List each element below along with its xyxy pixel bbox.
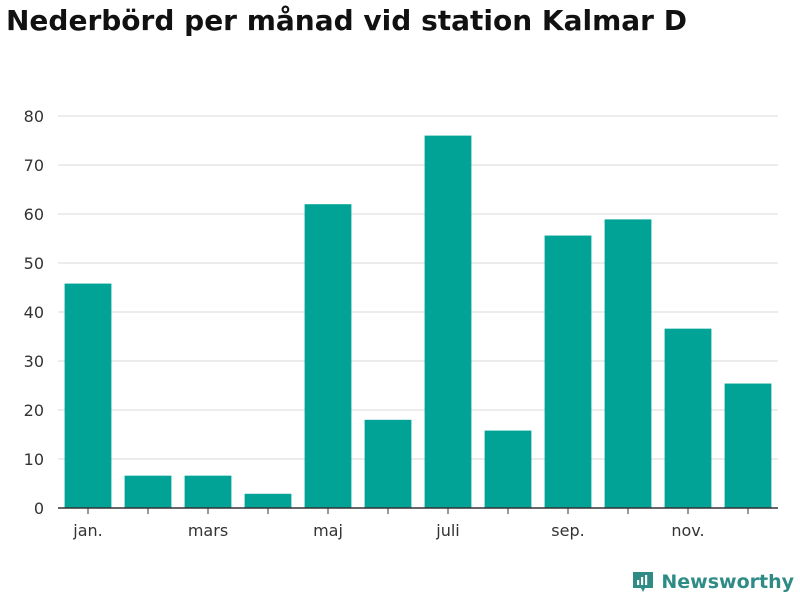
bar-12 bbox=[724, 383, 772, 508]
y-tick-label: 30 bbox=[24, 352, 44, 371]
x-tick-label: sep. bbox=[551, 521, 584, 540]
bar-6 bbox=[364, 419, 412, 508]
x-tick-label: mars bbox=[188, 521, 228, 540]
gridlines bbox=[58, 115, 778, 460]
bar-9 bbox=[544, 235, 592, 508]
brand-logo: Newsworthy bbox=[631, 570, 794, 594]
bar-2 bbox=[124, 475, 172, 508]
bar-5 bbox=[304, 204, 352, 508]
y-tick-label: 0 bbox=[34, 499, 44, 518]
newsworthy-logo-icon bbox=[633, 572, 654, 592]
y-tick-label: 60 bbox=[24, 205, 44, 224]
y-tick-label: 70 bbox=[24, 156, 44, 175]
y-axis-ticks: 0 10 20 30 40 50 60 70 80 bbox=[24, 107, 44, 518]
y-tick-label: 40 bbox=[24, 303, 44, 322]
x-tick-label: nov. bbox=[671, 521, 704, 540]
bar-4 bbox=[244, 493, 292, 508]
brand-name: Newsworthy bbox=[661, 571, 794, 593]
bar-3 bbox=[184, 475, 232, 508]
x-tick-label: juli bbox=[435, 521, 459, 540]
bar-8 bbox=[484, 430, 532, 508]
x-tick-label: jan. bbox=[72, 521, 102, 540]
x-tick-label: maj bbox=[313, 521, 343, 540]
y-tick-label: 80 bbox=[24, 107, 44, 126]
bar-7 bbox=[424, 135, 472, 508]
y-tick-label: 50 bbox=[24, 254, 44, 273]
x-axis-ticks: jan. mars maj juli sep. nov. bbox=[72, 508, 749, 540]
bar-11 bbox=[664, 328, 712, 508]
bar-1 bbox=[64, 283, 112, 508]
y-tick-label: 20 bbox=[24, 401, 44, 420]
chart-title: Nederbörd per månad vid station Kalmar D bbox=[6, 4, 687, 37]
y-tick-label: 10 bbox=[24, 450, 44, 469]
bars bbox=[64, 135, 772, 508]
bar-10 bbox=[604, 219, 652, 508]
